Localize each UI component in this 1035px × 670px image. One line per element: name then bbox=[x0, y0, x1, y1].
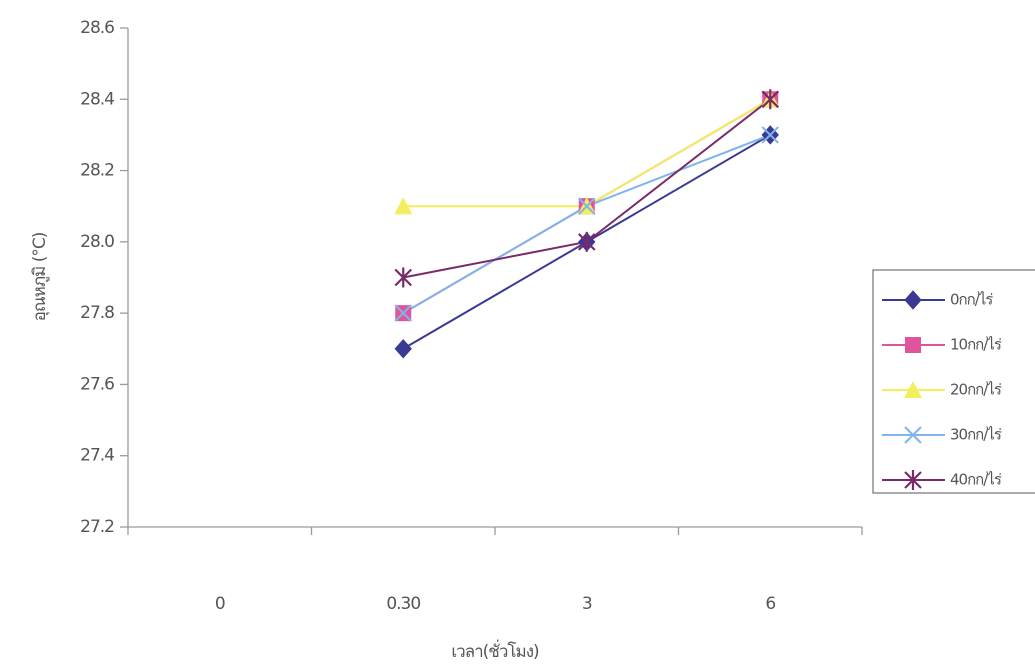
legend-marker bbox=[904, 290, 922, 310]
data-point bbox=[394, 267, 413, 288]
data-point bbox=[578, 197, 596, 215]
y-tick-label: 28.2 bbox=[80, 161, 114, 181]
x-tick-label: 3 bbox=[582, 594, 592, 614]
x-tick-label: 0 bbox=[215, 594, 225, 614]
legend-marker bbox=[904, 470, 922, 490]
legend-marker bbox=[905, 337, 921, 353]
legend-box bbox=[872, 269, 1035, 494]
data-point bbox=[761, 89, 780, 110]
data-point bbox=[761, 126, 779, 144]
y-tick-label: 28.6 bbox=[80, 18, 114, 38]
legend-label: 40กก/ไร่ bbox=[950, 471, 1002, 489]
x-tick-label: 0.30 bbox=[386, 594, 420, 614]
legend-label: 30กก/ไร่ bbox=[950, 426, 1002, 444]
y-tick-label: 28.4 bbox=[80, 89, 114, 109]
legend-label: 10กก/ไร่ bbox=[950, 336, 1002, 354]
y-tick-label: 27.2 bbox=[80, 517, 114, 537]
y-tick-label: 27.6 bbox=[80, 374, 114, 394]
legend-marker bbox=[904, 426, 922, 444]
x-tick-label: 6 bbox=[765, 594, 775, 614]
y-tick-label: 28.0 bbox=[80, 232, 114, 252]
y-tick-label: 27.8 bbox=[80, 303, 114, 323]
data-point bbox=[394, 339, 412, 359]
x-axis-label: เวลา(ชั่วโมง) bbox=[451, 639, 539, 662]
legend-label: 0กก/ไร่ bbox=[950, 291, 993, 309]
y-axis-label: อุณหภูมิ (°C) bbox=[30, 232, 50, 321]
legend-marker bbox=[904, 381, 922, 398]
legend-label: 20กก/ไร่ bbox=[950, 381, 1002, 399]
data-point bbox=[394, 197, 413, 215]
y-tick-label: 27.4 bbox=[80, 446, 114, 466]
data-point bbox=[577, 231, 596, 252]
data-point bbox=[394, 304, 412, 322]
